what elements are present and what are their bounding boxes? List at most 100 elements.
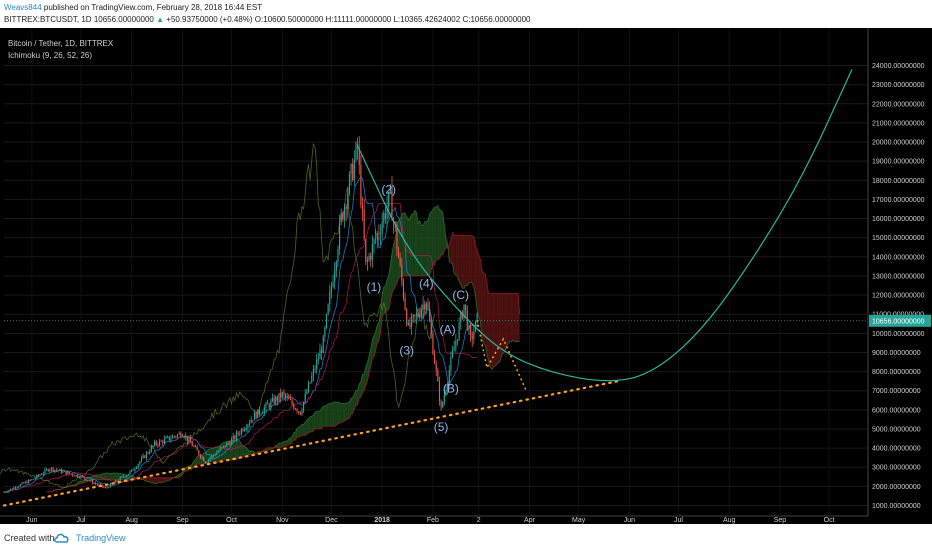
ichimoku-cloud-segment [483, 273, 486, 346]
ichimoku-cloud-segment [233, 440, 235, 461]
candle-body [188, 438, 190, 442]
ichimoku-cloud-segment [277, 443, 280, 448]
candle-body [170, 438, 172, 440]
ichimoku-cloud-segment [310, 416, 312, 432]
ichimoku-cloud-segment [482, 270, 484, 344]
candle-body [132, 469, 134, 471]
symbol-label: BITTREX:BTCUSDT, 1D [4, 15, 92, 24]
price-chart[interactable]: 1000.00000000 2000.00000000 3000.00000000 4… [0, 28, 932, 524]
candle-body [186, 435, 188, 442]
candle-body [407, 323, 409, 325]
candle-body [311, 375, 313, 383]
ichimoku-cloud-segment [236, 439, 239, 460]
candle-body [343, 206, 346, 220]
x-tick-label: Dec [325, 517, 338, 524]
ichimoku-base-line [3, 203, 478, 493]
candle-body [204, 461, 206, 464]
candle-body [101, 484, 103, 487]
candle-body [137, 464, 139, 468]
ichimoku-cloud-segment [441, 210, 443, 255]
candle-body [31, 479, 33, 481]
tradingview-brand[interactable]: TradingView [76, 533, 126, 543]
ichimoku-cloud-segment [337, 401, 340, 425]
candle-body [145, 452, 147, 458]
candle-body [337, 248, 339, 263]
ichimoku-cloud-segment [454, 235, 456, 275]
chart-legend: Bitcoin / Tether, 1D, BITTREX Ichimoku (… [8, 38, 113, 62]
ichimoku-cloud-segment [156, 477, 158, 484]
x-tick-label: Sep [774, 517, 787, 524]
candle-body [91, 480, 93, 484]
candle-body [193, 446, 195, 447]
candle-body [381, 222, 383, 234]
candle-body [72, 474, 74, 476]
ichimoku-cloud-segment [152, 477, 155, 484]
candle-body [424, 304, 426, 310]
wave-label: (1) [367, 280, 382, 294]
x-tick-label: Oct [226, 517, 237, 524]
ichimoku-cloud-segment [146, 477, 149, 482]
ichimoku-cloud-segment [349, 398, 352, 419]
candle-body [209, 457, 211, 460]
chart-pane[interactable]: 1000.00000000 2000.00000000 3000.00000000 4… [0, 28, 932, 524]
ichimoku-cloud-segment [244, 446, 247, 457]
ichimoku-cloud-segment [467, 235, 469, 286]
ichimoku-cloud-segment [424, 221, 427, 277]
candle-body [309, 382, 311, 384]
ichimoku-cloud-segment [478, 256, 481, 321]
candle-body [307, 383, 310, 393]
ichimoku-cloud-segment [452, 232, 455, 274]
candle-body [158, 440, 161, 446]
candle-body [109, 483, 111, 488]
y-tick-label: 20000.00000000 [872, 140, 925, 147]
ichimoku-cloud-segment [80, 480, 83, 484]
x-tick-label: Nov [276, 517, 289, 524]
ichimoku-cloud-segment [85, 477, 88, 483]
ichimoku-cloud-segment [306, 418, 309, 435]
author-link[interactable]: Weavs844 [4, 3, 42, 12]
candle-body [420, 309, 423, 317]
y-tick-label: 9000.00000000 [872, 350, 921, 357]
candle-body [150, 446, 152, 452]
ichimoku-cloud-segment [388, 265, 391, 310]
candle-body [415, 312, 418, 316]
ichimoku-cloud-segment [105, 472, 108, 480]
candle-body [126, 475, 128, 477]
ichimoku-cloud-segment [216, 446, 219, 462]
ichimoku-cloud-segment [419, 220, 422, 277]
y-tick-label: 17000.00000000 [872, 197, 925, 204]
ichimoku-cloud-segment [336, 401, 338, 426]
candle-body [163, 438, 166, 444]
candle-body [214, 454, 216, 456]
ichimoku-cloud-segment [319, 408, 322, 429]
candle-body [70, 473, 72, 475]
candle-body [212, 455, 215, 456]
legend-indicator[interactable]: Ichimoku (9, 26, 52, 26) [8, 51, 93, 60]
candle-body [278, 392, 280, 401]
candle-body [270, 400, 272, 408]
candle-body [312, 369, 314, 376]
candle-body [342, 212, 344, 220]
ichimoku-cloud-segment [352, 393, 355, 414]
candle-body [211, 455, 213, 458]
candle-body [3, 492, 5, 493]
y-tick-label: 21000.00000000 [872, 120, 925, 127]
candle-body [296, 409, 298, 412]
ichimoku-cloud-segment [249, 450, 252, 455]
candle-body [190, 438, 192, 443]
candle-body [391, 186, 393, 221]
ichimoku-cloud-segment [280, 442, 283, 448]
candle-body [198, 450, 200, 455]
ichimoku-cloud-segment [213, 446, 216, 462]
candle-body [23, 482, 25, 484]
ichimoku-cloud-segment [477, 250, 479, 318]
publication-header: Weavs844 published on TradingView.com, F… [0, 0, 932, 28]
candle-body [348, 173, 350, 194]
candle-body [299, 411, 301, 415]
candle-body [78, 477, 80, 479]
ichimoku-cloud-segment [359, 381, 361, 399]
candle-body [47, 469, 49, 472]
candle-body [414, 315, 416, 316]
ichimoku-cloud-segment [243, 446, 245, 457]
open-value: O:10600.50000000 [254, 15, 324, 24]
